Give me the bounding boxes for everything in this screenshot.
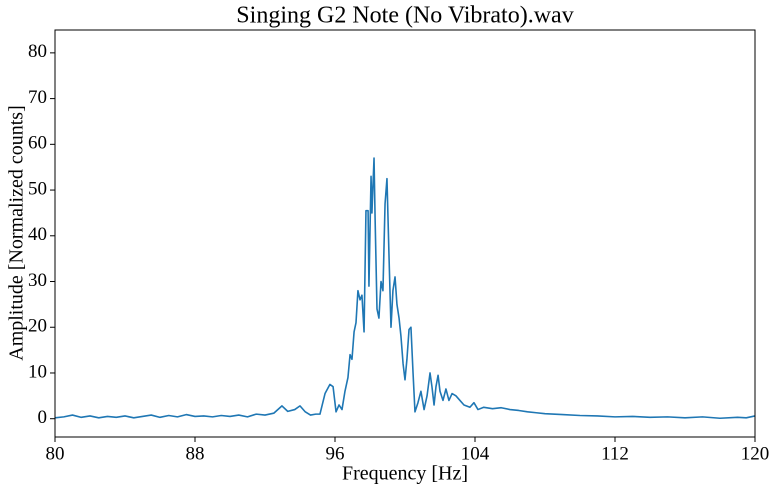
x-tick-label: 80 xyxy=(46,443,65,464)
y-tick-label: 20 xyxy=(28,316,47,337)
x-axis-label: Frequency [Hz] xyxy=(342,463,468,485)
y-tick-label: 60 xyxy=(28,133,47,154)
x-tick-label: 96 xyxy=(326,443,345,464)
y-tick-label: 40 xyxy=(28,224,47,245)
x-tick-label: 88 xyxy=(186,443,205,464)
y-tick-label: 10 xyxy=(28,361,47,382)
x-tick-label: 120 xyxy=(741,443,770,464)
plot-frame xyxy=(54,29,756,438)
y-tick-label: 50 xyxy=(28,178,47,199)
y-tick-label: 30 xyxy=(28,270,47,291)
y-axis-label: Amplitude [Normalized counts] xyxy=(6,105,28,361)
x-tick-label: 104 xyxy=(461,443,490,464)
y-tick-label: 80 xyxy=(28,41,47,62)
x-tick-label: 112 xyxy=(601,443,629,464)
y-tick-label: 70 xyxy=(28,87,47,108)
y-tick-label: 0 xyxy=(38,407,48,428)
data-line xyxy=(54,157,756,420)
chart-title: Singing G2 Note (No Vibrato).wav xyxy=(236,3,573,29)
